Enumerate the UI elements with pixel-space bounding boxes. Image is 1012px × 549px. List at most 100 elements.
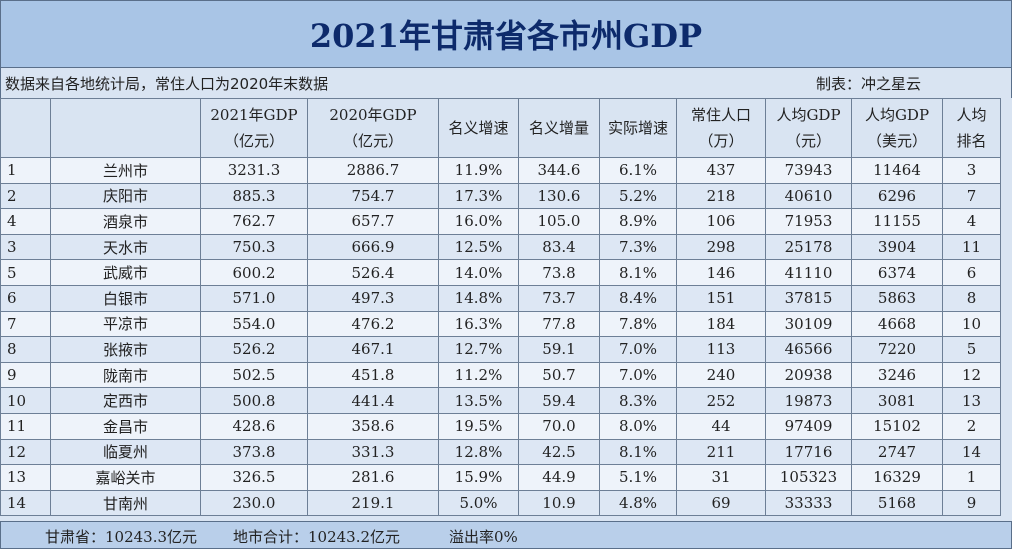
table-cell: 5 (0, 259, 51, 286)
table-row: 6 白银市 571.0 497.3 14.8% 73.7 8.4% 151 37815 5863 8 (0, 284, 1001, 312)
table-cell: 6.1% (599, 157, 677, 184)
table-cell: 临夏州 (50, 438, 201, 466)
table-cell: 428.6 (200, 412, 308, 440)
table-cell: 2 (942, 412, 1001, 440)
table-cell: 2747 (851, 438, 943, 466)
table-cell: 酒泉市 (50, 208, 201, 235)
table-cell: 3231.3 (200, 157, 308, 184)
subtitle-bar: 数据来自各地统计局，常住人口为2020年末数据 制表：冲之星云 (0, 68, 1012, 98)
header-cell: 2020年GDP （亿元） (307, 98, 439, 158)
table-cell: 7220 (851, 336, 943, 363)
table-cell: 11.9% (438, 157, 519, 184)
table-cell: 44.9 (518, 464, 600, 491)
table-cell: 83.4 (518, 233, 600, 261)
table-cell: 8 (0, 336, 51, 363)
table-cell: 2 (0, 182, 51, 210)
table-cell: 326.5 (200, 464, 308, 491)
table-cell: 113 (676, 336, 766, 363)
table-cell: 331.3 (307, 438, 439, 466)
table-cell: 6374 (851, 259, 943, 286)
table-cell: 10.9 (518, 489, 600, 517)
summary-bar: 甘肃省：10243.3亿元 地市合计：10243.2亿元 溢出率0% (0, 521, 1012, 549)
table-cell: 211 (676, 438, 766, 466)
table-cell: 219.1 (307, 489, 439, 517)
table-cell: 5863 (851, 284, 943, 312)
table-cell: 13 (0, 464, 51, 491)
table-cell: 1 (0, 157, 51, 184)
table-cell: 武威市 (50, 259, 201, 286)
table-cell: 298 (676, 233, 766, 261)
table-row: 8 张掖市 526.2 467.1 12.7% 59.1 7.0% 113 46566 7220 5 (0, 336, 1001, 363)
table-cell: 657.7 (307, 208, 439, 235)
table-cell: 17716 (765, 438, 852, 466)
table-cell: 437 (676, 157, 766, 184)
source-note: 数据来自各地统计局，常住人口为2020年末数据 (5, 75, 329, 93)
table-row: 14 甘南州 230.0 219.1 5.0% 10.9 4.8% 69 33333 5168 9 (0, 489, 1001, 517)
table-cell: 30109 (765, 310, 852, 338)
header-row: 2021年GDP （亿元） 2020年GDP （亿元） 名义增速 名义增量 实际增速… (0, 98, 1001, 158)
table-cell: 16.3% (438, 310, 519, 338)
table-cell: 666.9 (307, 233, 439, 261)
table-cell: 白银市 (50, 284, 201, 312)
table-cell: 37815 (765, 284, 852, 312)
table-cell: 70.0 (518, 412, 600, 440)
header-cell: 实际增速 (599, 98, 677, 158)
table-cell: 20938 (765, 361, 852, 389)
table-cell: 16329 (851, 464, 943, 491)
table-cell: 105.0 (518, 208, 600, 235)
table-cell: 502.5 (200, 361, 308, 389)
table-cell: 3246 (851, 361, 943, 389)
table-cell: 17.3% (438, 182, 519, 210)
table-cell: 平凉市 (50, 310, 201, 338)
table-row: 10 定西市 500.8 441.4 13.5% 59.4 8.3% 252 19873 3081… (0, 387, 1001, 414)
table-cell: 6296 (851, 182, 943, 210)
table-cell: 7 (942, 182, 1001, 210)
header-cell: 名义增速 (438, 98, 519, 158)
table-cell: 14.8% (438, 284, 519, 312)
table-cell: 554.0 (200, 310, 308, 338)
header-cell-city (50, 98, 201, 158)
table-cell: 497.3 (307, 284, 439, 312)
table-cell: 金昌市 (50, 412, 201, 440)
table-cell: 441.4 (307, 387, 439, 414)
table-row: 5 武威市 600.2 526.4 14.0% 73.8 8.1% 146 41110 6374 6 (0, 259, 1001, 286)
table-cell: 2886.7 (307, 157, 439, 184)
table-cell: 12 (0, 438, 51, 466)
table-cell: 358.6 (307, 412, 439, 440)
table-cell: 50.7 (518, 361, 600, 389)
table-cell: 44 (676, 412, 766, 440)
table-cell: 73.8 (518, 259, 600, 286)
table-cell: 14 (942, 438, 1001, 466)
table-cell: 31 (676, 464, 766, 491)
table-cell: 张掖市 (50, 336, 201, 363)
table-cell: 4.8% (599, 489, 677, 517)
table-cell: 8.0% (599, 412, 677, 440)
author-note: 制表：冲之星云 (816, 75, 922, 93)
table-cell: 151 (676, 284, 766, 312)
table-cell: 97409 (765, 412, 852, 440)
table-cell: 12.7% (438, 336, 519, 363)
table-cell: 33333 (765, 489, 852, 517)
table-cell: 12 (942, 361, 1001, 389)
table-cell: 11 (942, 233, 1001, 261)
table-cell: 7 (0, 310, 51, 338)
table-cell: 12.5% (438, 233, 519, 261)
table-cell: 4 (942, 208, 1001, 235)
table-cell: 240 (676, 361, 766, 389)
table-cell: 5.1% (599, 464, 677, 491)
table-cell: 451.8 (307, 361, 439, 389)
table-cell: 11155 (851, 208, 943, 235)
table-cell: 526.4 (307, 259, 439, 286)
table-cell: 1 (942, 464, 1001, 491)
table-cell: 46566 (765, 336, 852, 363)
table-cell: 3904 (851, 233, 943, 261)
table-cell: 762.7 (200, 208, 308, 235)
table-cell: 甘南州 (50, 489, 201, 517)
table-cell: 9 (0, 361, 51, 389)
table-cell: 8.3% (599, 387, 677, 414)
table-cell: 184 (676, 310, 766, 338)
table-row: 2 庆阳市 885.3 754.7 17.3% 130.6 5.2% 218 40610 6296… (0, 182, 1001, 210)
table-cell: 230.0 (200, 489, 308, 517)
table-cell: 4668 (851, 310, 943, 338)
